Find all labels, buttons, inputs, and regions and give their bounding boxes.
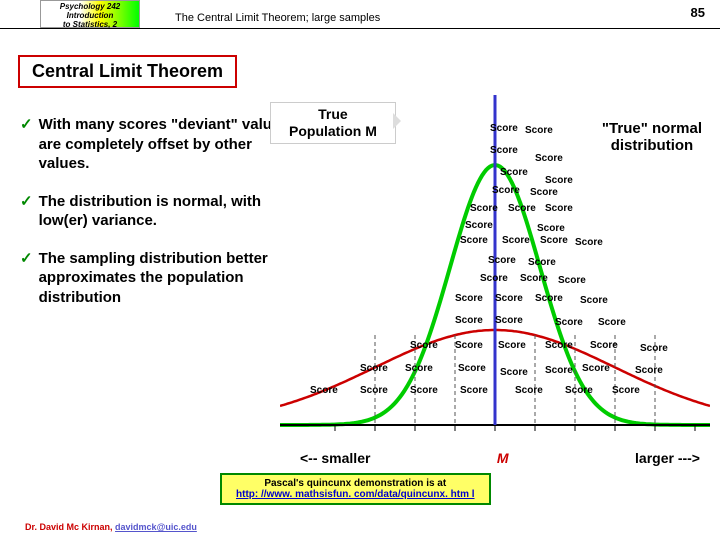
score-label: Score	[495, 293, 523, 304]
score-label: Score	[515, 385, 543, 396]
score-label: Score	[580, 295, 608, 306]
xaxis-mid: M	[497, 450, 509, 466]
header-divider	[0, 28, 720, 29]
bullet-text: The distribution is normal, with low(er)…	[39, 192, 300, 231]
quincunx-text: Pascal's quincunx demonstration is at	[264, 478, 446, 489]
score-label: Score	[575, 237, 603, 248]
check-icon: ✓	[20, 192, 33, 231]
section-title: Central Limit Theorem	[18, 55, 237, 88]
score-label: Score	[540, 235, 568, 246]
score-label: Score	[490, 123, 518, 134]
score-label: Score	[535, 293, 563, 304]
quincunx-link[interactable]: http: //www. mathsisfun. com/data/quincu…	[236, 489, 475, 500]
slide-title: The Central Limit Theorem; large samples	[175, 12, 380, 24]
score-label: Score	[500, 367, 528, 378]
score-label: Score	[488, 255, 516, 266]
x-axis-labels: <-- smaller M larger --->	[300, 450, 700, 466]
score-label: Score	[598, 317, 626, 328]
score-label: Score	[635, 365, 663, 376]
score-label: Score	[545, 175, 573, 186]
bullet-item: ✓The sampling distribution better approx…	[20, 249, 300, 308]
score-label: Score	[520, 273, 548, 284]
author-name: Dr. David Mc Kirnan,	[25, 522, 113, 532]
score-label: Score	[465, 220, 493, 231]
check-icon: ✓	[20, 249, 33, 308]
author-email: davidmck@uic.edu	[115, 522, 197, 532]
quincunx-box: Pascal's quincunx demonstration is at ht…	[220, 473, 491, 505]
bullet-item: ✓The distribution is normal, with low(er…	[20, 192, 300, 231]
score-label: Score	[410, 385, 438, 396]
score-label: Score	[490, 145, 518, 156]
score-label: Score	[460, 385, 488, 396]
score-label: Score	[480, 273, 508, 284]
pop-line2: Population M	[289, 123, 377, 140]
footer: Dr. David Mc Kirnan, davidmck@uic.edu	[25, 522, 197, 532]
score-label: Score	[455, 340, 483, 351]
bullet-text: The sampling distribution better approxi…	[39, 249, 300, 308]
score-label: Score	[458, 363, 486, 374]
score-label: Score	[360, 385, 388, 396]
score-label: Score	[410, 340, 438, 351]
score-label: Score	[495, 315, 523, 326]
bullet-text: With many scores "deviant" values are co…	[39, 115, 300, 174]
score-label: Score	[590, 340, 618, 351]
score-label: Score	[460, 235, 488, 246]
score-label: Score	[545, 340, 573, 351]
header-bar: Psychology 242 Introduction to Statistic…	[0, 0, 720, 30]
score-label: Score	[492, 185, 520, 196]
score-label: Score	[555, 317, 583, 328]
score-label: Score	[558, 275, 586, 286]
true-normal-label: "True" normal distribution	[602, 120, 702, 154]
score-label: Score	[565, 385, 593, 396]
score-label: Score	[528, 257, 556, 268]
bullet-item: ✓With many scores "deviant" values are c…	[20, 115, 300, 174]
score-label: Score	[360, 363, 388, 374]
score-label: Score	[455, 315, 483, 326]
score-label: Score	[525, 125, 553, 136]
xaxis-left: <-- smaller	[300, 450, 370, 466]
population-m-callout: True Population M	[270, 102, 396, 144]
xaxis-right: larger --->	[635, 450, 700, 466]
score-label: Score	[502, 235, 530, 246]
score-label: Score	[405, 363, 433, 374]
score-label: Score	[498, 340, 526, 351]
score-label: Score	[508, 203, 536, 214]
pop-line1: True	[289, 106, 377, 123]
score-label: Score	[455, 293, 483, 304]
score-label: Score	[535, 153, 563, 164]
page-number: 85	[691, 5, 705, 20]
score-label: Score	[537, 223, 565, 234]
score-label: Score	[640, 343, 668, 354]
score-label: Score	[310, 385, 338, 396]
score-label: Score	[530, 187, 558, 198]
bullet-list: ✓With many scores "deviant" values are c…	[20, 115, 300, 325]
score-label: Score	[582, 363, 610, 374]
course-logo: Psychology 242 Introduction to Statistic…	[40, 0, 140, 28]
score-label: Score	[612, 385, 640, 396]
score-label: Score	[470, 203, 498, 214]
score-label: Score	[545, 365, 573, 376]
score-label: Score	[500, 167, 528, 178]
score-label: Score	[545, 203, 573, 214]
check-icon: ✓	[20, 115, 33, 174]
